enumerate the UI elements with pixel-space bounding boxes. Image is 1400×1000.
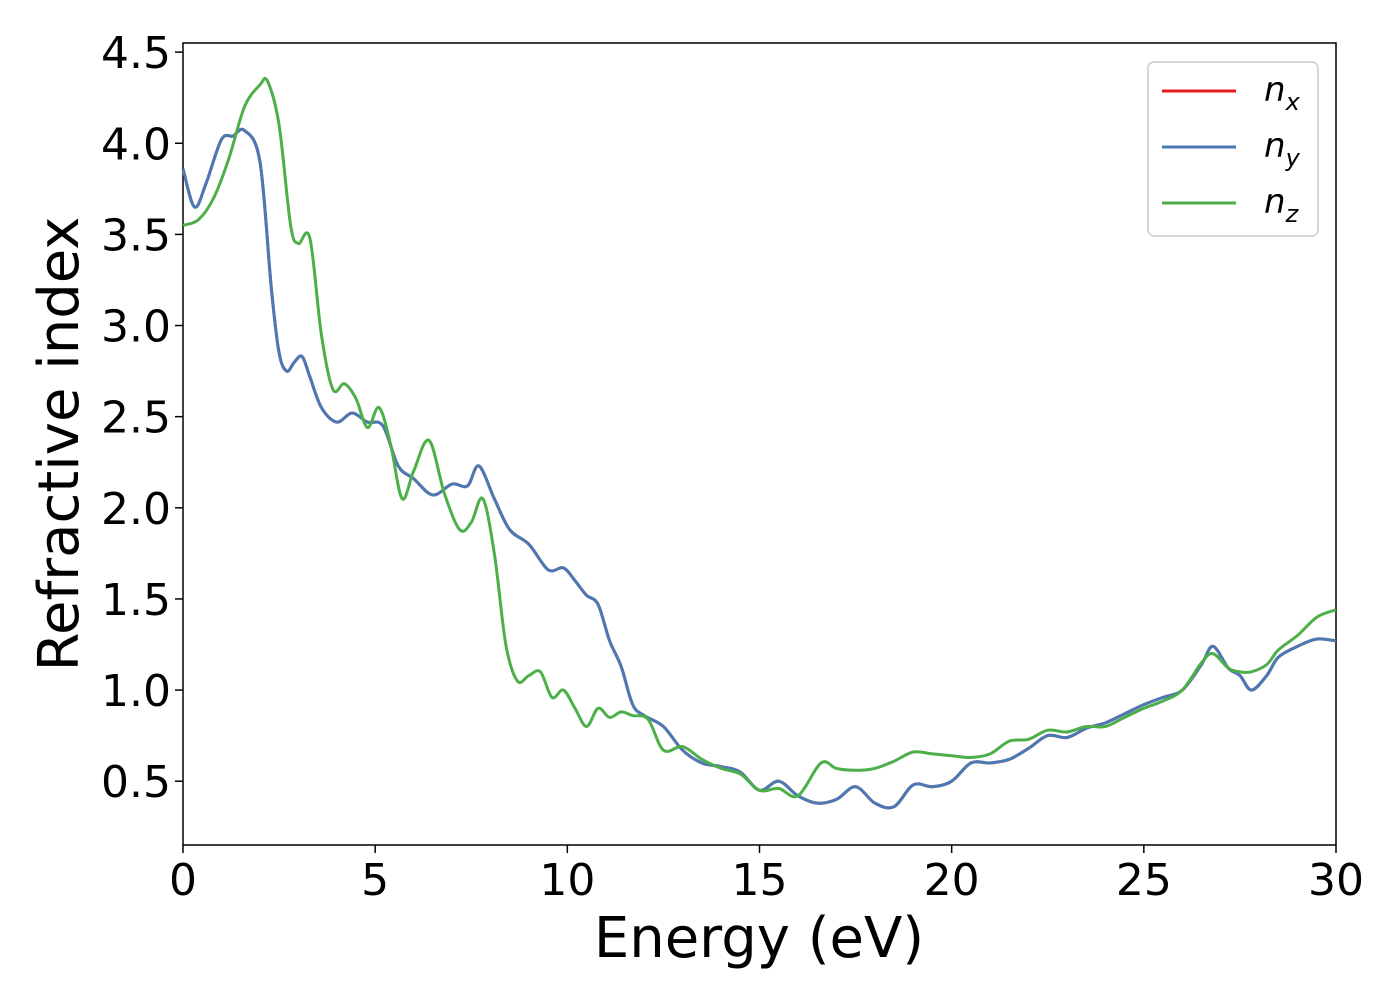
y-tick-label: 1.0 (101, 666, 171, 717)
x-tick-label: 10 (539, 855, 595, 906)
series-lines (181, 76, 1337, 810)
y-tick-label: 3.0 (101, 302, 171, 353)
x-tick-label: 15 (732, 855, 788, 906)
y-axis-ticks: 0.5 1.0 1.5 2.0 2.5 3.0 3.5 4.0 4.5 (101, 28, 183, 808)
x-axis-ticks: 0 5 10 15 20 25 30 (169, 845, 1364, 906)
y-tick-label: 3.5 (101, 210, 171, 261)
y-tick-label: 4.0 (101, 119, 171, 170)
legend-box (1147, 61, 1319, 237)
x-tick-label: 30 (1308, 855, 1364, 906)
legend-label: ny (1264, 126, 1301, 172)
series-line-nz (182, 76, 1337, 799)
y-tick-label: 4.5 (101, 28, 171, 79)
x-tick-label: 25 (1116, 855, 1172, 906)
y-axis-title: Refractive index (27, 217, 92, 672)
legend-label: nx (1264, 70, 1301, 116)
series-line-ny (181, 127, 1337, 810)
y-tick-label: 0.5 (101, 757, 171, 808)
x-axis-title: Energy (eV) (594, 906, 924, 971)
x-tick-label: 0 (169, 855, 197, 906)
legend-label-base: n (1264, 126, 1286, 166)
x-tick-label: 20 (924, 855, 980, 906)
legend-label: nz (1264, 182, 1300, 228)
legend-label-subscript: y (1285, 144, 1301, 172)
y-tick-label: 1.5 (101, 575, 171, 626)
legend-label-subscript: x (1285, 88, 1301, 116)
legend-label-subscript: z (1285, 200, 1300, 228)
x-tick-label: 5 (361, 855, 389, 906)
legend-label-base: n (1264, 182, 1286, 222)
legend-label-base: n (1264, 70, 1286, 110)
y-tick-label: 2.5 (101, 393, 171, 444)
y-tick-label: 2.0 (101, 484, 171, 535)
